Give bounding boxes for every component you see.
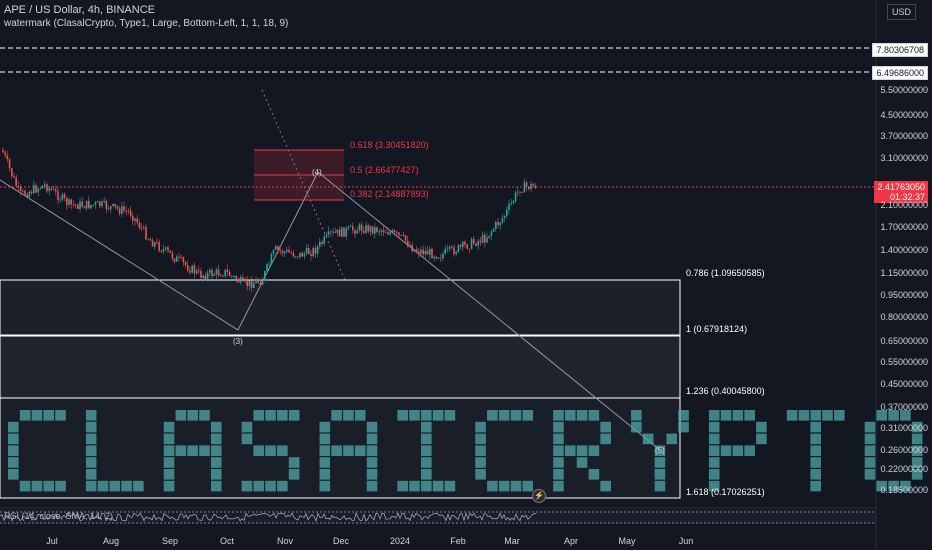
price-tick: 0.80000000 bbox=[880, 312, 928, 322]
time-tick: Nov bbox=[276, 536, 294, 546]
symbol-legend[interactable]: APE / US Dollar, 4h, BINANCE bbox=[4, 4, 155, 16]
price-tick: 1.70000000 bbox=[880, 222, 928, 232]
fib-label-0786: 0.786 (1.09650585) bbox=[686, 268, 765, 278]
price-tick: 5.50000000 bbox=[880, 85, 928, 95]
price-tick: 0.95000000 bbox=[880, 290, 928, 300]
time-tick: Feb bbox=[450, 536, 466, 546]
fib-label-1618: 1.618 (0.17026251) bbox=[686, 487, 765, 497]
price-tick: 3.10000000 bbox=[880, 153, 928, 163]
time-tick: Jul bbox=[46, 536, 58, 546]
rsi-pane[interactable] bbox=[0, 510, 876, 524]
price-tick: 0.18500000 bbox=[880, 485, 928, 495]
time-tick: May bbox=[618, 536, 636, 546]
wave-label-3: (3) bbox=[233, 337, 243, 346]
price-tick: 0.65000000 bbox=[880, 336, 928, 346]
fib-label-05: 0.5 (2.66477427) bbox=[350, 165, 419, 175]
candlesticks bbox=[2, 147, 537, 292]
price-tick: 1.40000000 bbox=[880, 245, 928, 255]
price-level-box-2[interactable]: 6.49686000 bbox=[872, 66, 928, 80]
fib-zone-3[interactable] bbox=[0, 397, 681, 499]
price-tick: 0.55000000 bbox=[880, 357, 928, 367]
fib-label-0618: 0.618 (3.30451820) bbox=[350, 140, 429, 150]
price-tick: 2.10000000 bbox=[880, 200, 928, 210]
time-tick: 2024 bbox=[389, 536, 411, 546]
indicator-legend[interactable]: watermark (ClasalCrypto, Type1, Large, B… bbox=[4, 18, 289, 29]
wave-label-5: (5) bbox=[655, 446, 665, 455]
fib-zone-1[interactable] bbox=[0, 279, 681, 336]
wave-label-4: (4) bbox=[312, 168, 322, 177]
time-tick: Sep bbox=[161, 536, 179, 546]
price-tick: 0.45000000 bbox=[880, 379, 928, 389]
time-tick: Dec bbox=[332, 536, 350, 546]
price-tick: 0.31000000 bbox=[880, 423, 928, 433]
price-tick: 0.26000000 bbox=[880, 445, 928, 455]
fib-zone-2[interactable] bbox=[0, 335, 681, 399]
price-tick: 1.15000000 bbox=[880, 268, 928, 278]
fib-label-1: 1 (0.67918124) bbox=[686, 324, 748, 334]
currency-button[interactable]: USD bbox=[886, 4, 916, 20]
price-tick: 4.50000000 bbox=[880, 110, 928, 120]
fib-label-0382: 0.382 (2.14887893) bbox=[350, 189, 429, 199]
time-tick: Mar bbox=[504, 536, 520, 546]
rsi-legend[interactable]: RSI (14, close, SMA, 14, 2) bbox=[4, 511, 114, 521]
time-tick: Oct bbox=[219, 536, 235, 546]
lightning-icon[interactable]: ⚡ bbox=[532, 489, 546, 503]
current-price-tag[interactable]: 2.41763050 01:32:37 bbox=[874, 181, 928, 203]
fib-label-1236: 1.236 (0.40045800) bbox=[686, 386, 765, 396]
price-tick: 0.37000000 bbox=[880, 402, 928, 412]
price-tick: 0.22000000 bbox=[880, 464, 928, 474]
price-tick: 3.70000000 bbox=[880, 131, 928, 141]
time-tick: Jun bbox=[678, 536, 694, 546]
time-tick: Aug bbox=[102, 536, 120, 546]
price-level-box-1[interactable]: 7.80306708 bbox=[872, 43, 928, 57]
watermark-logo bbox=[8, 410, 923, 492]
time-tick: Apr bbox=[563, 536, 579, 546]
